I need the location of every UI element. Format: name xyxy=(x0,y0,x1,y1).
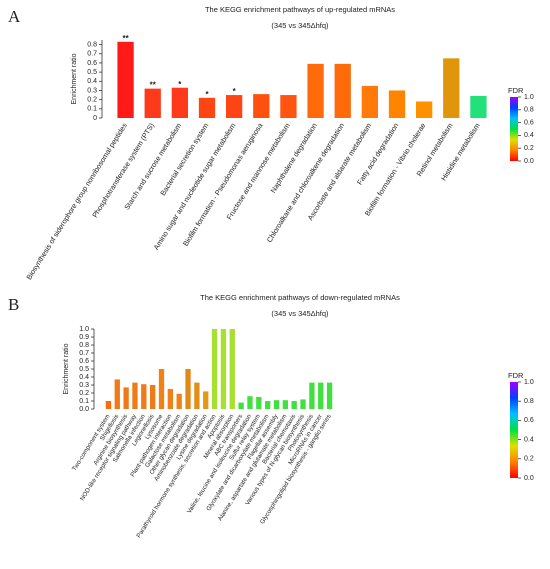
y-tick-label: 0.5 xyxy=(87,69,97,76)
colorbar-label: FDR xyxy=(508,86,524,95)
bar xyxy=(282,400,288,409)
x-tick-label: Biosynthesis of siderophore group nonrib… xyxy=(24,121,129,281)
bar xyxy=(361,85,378,118)
colorbar xyxy=(510,382,518,478)
bar xyxy=(388,90,406,118)
colorbar-tick-label: 0.6 xyxy=(524,417,534,424)
bar xyxy=(265,401,271,409)
bar xyxy=(123,387,129,409)
colorbar-tick-label: 0.6 xyxy=(524,119,534,126)
y-tick-label: 0.1 xyxy=(79,398,89,405)
bar xyxy=(203,391,209,409)
bar xyxy=(150,385,156,409)
colorbar xyxy=(510,97,518,161)
bar xyxy=(105,401,112,409)
bar xyxy=(211,329,218,409)
y-axis-label: Enrichment ratio xyxy=(71,53,78,104)
chart-subtitle: (345 vs 345Δhfq) xyxy=(271,21,329,30)
y-tick-label: 0.8 xyxy=(87,41,97,48)
significance-label: * xyxy=(178,80,182,89)
bar xyxy=(141,384,147,409)
bar xyxy=(300,399,306,409)
bar xyxy=(238,402,244,409)
bar xyxy=(307,63,324,118)
panel-label: A xyxy=(8,7,21,26)
bar xyxy=(280,95,297,118)
colorbar-tick-label: 0.0 xyxy=(524,158,534,165)
bar xyxy=(443,58,460,118)
bar xyxy=(194,382,200,409)
bar xyxy=(171,87,188,118)
bar xyxy=(158,369,165,409)
bar xyxy=(273,400,280,409)
y-tick-label: 0.7 xyxy=(79,350,89,357)
bar xyxy=(291,401,297,409)
colorbar-tick-label: 1.0 xyxy=(524,94,534,101)
y-axis-label: Enrichment ratio xyxy=(63,343,70,394)
chart-title: The KEGG enrichment pathways of down-reg… xyxy=(200,293,400,302)
bar xyxy=(132,382,138,409)
y-tick-label: 0.4 xyxy=(79,374,89,381)
bar xyxy=(220,329,227,409)
chart-subtitle: (345 vs 345Δhfq) xyxy=(271,309,329,318)
bar xyxy=(334,63,351,118)
bar xyxy=(309,382,315,409)
colorbar-label: FDR xyxy=(508,371,524,380)
bar xyxy=(226,95,243,118)
y-tick-label: 0.3 xyxy=(87,87,97,94)
y-tick-label: 0.9 xyxy=(79,334,89,341)
colorbar-tick-label: 0.8 xyxy=(524,398,534,405)
bar xyxy=(144,88,161,118)
y-tick-label: 0.2 xyxy=(87,96,97,103)
bar xyxy=(114,379,120,409)
colorbar-tick-label: 0.4 xyxy=(524,132,534,139)
y-tick-label: 0.2 xyxy=(79,390,89,397)
bar xyxy=(326,382,333,409)
bar xyxy=(253,94,270,118)
colorbar-tick-label: 0.0 xyxy=(524,475,534,482)
x-tick-label: Naphthalene degradation xyxy=(268,121,318,194)
colorbar-tick-label: 0.2 xyxy=(524,145,534,152)
bar xyxy=(167,389,173,409)
y-tick-label: 0.5 xyxy=(79,366,89,373)
y-tick-label: 0.7 xyxy=(87,51,97,58)
chart-title: The KEGG enrichment pathways of up-regul… xyxy=(205,5,395,14)
y-tick-label: 0.0 xyxy=(79,406,89,413)
colorbar-tick-label: 0.8 xyxy=(524,107,534,114)
bar xyxy=(256,397,262,409)
significance-label: ** xyxy=(150,81,157,90)
y-tick-label: 0 xyxy=(93,115,97,122)
bar xyxy=(198,97,216,118)
bar xyxy=(185,369,191,409)
bar xyxy=(470,95,487,118)
bar xyxy=(318,382,324,409)
y-tick-label: 0.8 xyxy=(79,342,89,349)
y-tick-label: 0.4 xyxy=(87,78,97,85)
bar xyxy=(247,396,253,409)
x-tick-label: Bacterial secretion system xyxy=(158,121,210,197)
y-tick-label: 0.1 xyxy=(87,106,97,113)
significance-label: * xyxy=(205,90,209,99)
y-tick-label: 0.3 xyxy=(79,382,89,389)
bar xyxy=(176,393,182,409)
y-tick-label: 0.6 xyxy=(87,60,97,67)
bar xyxy=(416,101,433,118)
significance-label: ** xyxy=(122,34,129,43)
colorbar-tick-label: 1.0 xyxy=(524,379,534,386)
colorbar-tick-label: 0.4 xyxy=(524,436,534,443)
colorbar-tick-label: 0.2 xyxy=(524,456,534,463)
y-tick-label: 1.0 xyxy=(79,326,89,333)
bar xyxy=(229,329,235,409)
y-tick-label: 0.6 xyxy=(79,358,89,365)
significance-label: * xyxy=(233,87,237,96)
bar xyxy=(117,41,134,118)
panel-label: B xyxy=(8,295,19,314)
